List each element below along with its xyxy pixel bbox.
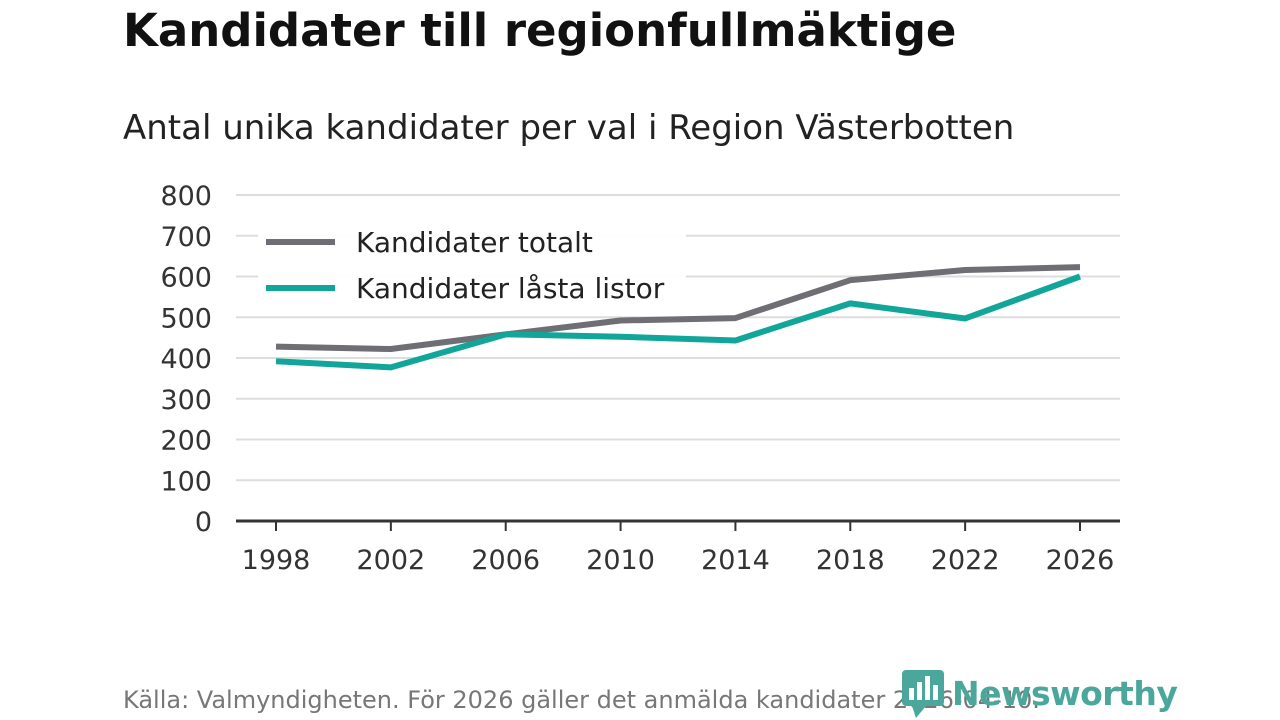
y-tick-label: 0 [195, 507, 212, 538]
y-tick-label: 100 [160, 466, 212, 497]
x-tick-label: 2014 [701, 545, 770, 576]
y-tick-label: 400 [160, 344, 212, 375]
x-tick-label: 1998 [242, 545, 311, 576]
x-tick-label: 2006 [471, 545, 540, 576]
y-tick-label: 800 [160, 181, 212, 212]
x-tick-label: 2018 [816, 545, 885, 576]
newsworthy-logo: Newsworthy [902, 668, 1178, 718]
data-point [618, 334, 624, 340]
data-point [388, 346, 394, 352]
y-tick-label: 500 [160, 303, 212, 334]
series-lines [273, 264, 1083, 371]
line-series-total [275, 264, 1081, 353]
chart-title: Kandidater till regionfullmäktige [123, 4, 957, 57]
y-tick-label: 200 [160, 426, 212, 457]
bar-chart-speech-bubble-icon [902, 670, 944, 718]
data-point [273, 344, 279, 350]
x-tick-label: 2002 [356, 545, 425, 576]
legend-label-total: Kandidater totalt [356, 226, 593, 259]
chart-subtitle: Antal unika kandidater per val i Region … [123, 108, 1015, 148]
x-tick-label: 2026 [1046, 545, 1115, 576]
x-tick-label: 2010 [586, 545, 655, 576]
data-point [732, 315, 738, 321]
data-point [962, 267, 968, 273]
data-point [1077, 264, 1083, 270]
y-tick-label: 300 [160, 385, 212, 416]
data-point [732, 337, 738, 343]
data-point [273, 358, 279, 364]
data-point [388, 364, 394, 370]
data-point [847, 300, 853, 306]
legend-background [258, 218, 686, 316]
data-point [962, 315, 968, 321]
data-point [1077, 274, 1083, 280]
y-tick-label: 600 [160, 263, 212, 294]
data-point [618, 318, 624, 324]
logo-text: Newsworthy [952, 673, 1178, 713]
data-point [847, 277, 853, 283]
x-tick-label: 2022 [931, 545, 1000, 576]
data-point [503, 331, 509, 337]
line-chart: 0 100 200 300 400 500 600 700 800 1998 2002 2006 20… [160, 181, 1120, 576]
y-axis-ticks: 0 100 200 300 400 500 600 700 800 [160, 181, 212, 538]
source-note: Källa: Valmyndigheten. För 2026 gäller d… [123, 686, 1040, 714]
legend: Kandidater totalt Kandidater låsta listo… [258, 218, 686, 316]
x-axis-ticks: 1998 2002 2006 2010 2014 2018 2022 2026 [242, 521, 1115, 576]
line-series-locked [275, 273, 1082, 371]
legend-label-locked: Kandidater låsta listor [356, 272, 665, 305]
y-tick-label: 700 [160, 222, 212, 253]
